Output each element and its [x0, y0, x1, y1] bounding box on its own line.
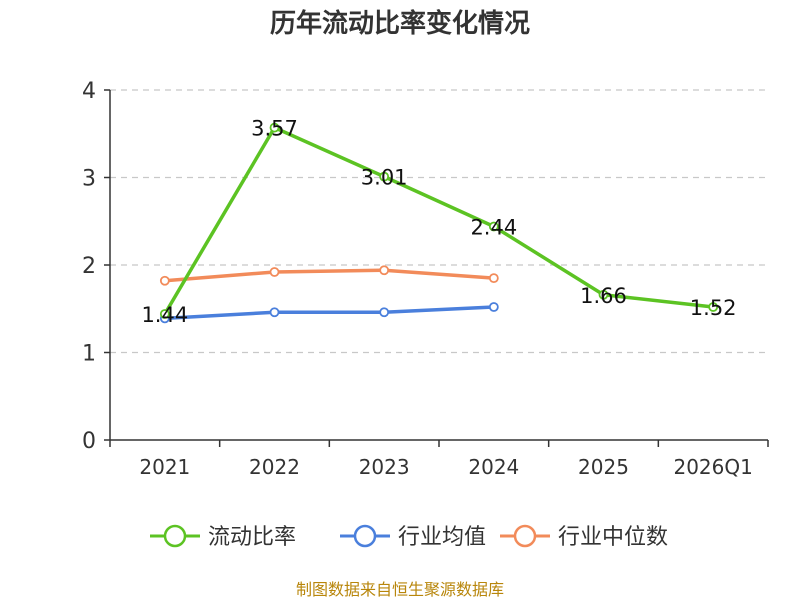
x-tick-label: 2026Q1	[673, 455, 752, 479]
y-tick-label: 2	[82, 254, 96, 279]
series-line	[164, 268, 494, 283]
legend-marker	[163, 524, 187, 548]
data-point[interactable]	[159, 309, 170, 319]
data-point[interactable]	[598, 289, 609, 300]
axes: 0 1 2 3 4 2021 2022 2023 2024 2025 2026Q1	[82, 79, 769, 479]
data-point[interactable]	[488, 273, 499, 284]
legend: 流动比率 行业均值 行业中位数	[150, 524, 668, 550]
legend-item[interactable]: 流动比率	[150, 524, 296, 550]
chart-title: 历年流动比率变化情况	[270, 8, 530, 39]
legend-marker	[353, 524, 377, 548]
data-point[interactable]	[488, 302, 499, 312]
data-labels: 1.44 3.57 3.01 2.44 1.66 1.52	[141, 117, 736, 327]
data-label: 1.44	[141, 303, 188, 327]
legend-item[interactable]: 行业中位数	[500, 524, 668, 550]
legend-label: 行业均值	[398, 525, 486, 550]
data-label: 1.52	[690, 296, 737, 320]
data-label: 3.57	[251, 117, 298, 141]
y-tick-label: 3	[82, 167, 96, 192]
series-line	[163, 125, 714, 315]
x-tick-label: 2025	[578, 455, 629, 479]
data-point[interactable]	[379, 307, 390, 318]
y-tick-label: 4	[82, 79, 96, 104]
legend-label: 行业中位数	[558, 525, 668, 550]
grid	[110, 89, 768, 354]
data-point[interactable]	[379, 265, 390, 276]
data-label: 1.66	[580, 284, 627, 308]
x-tick-label: 2021	[139, 455, 190, 479]
data-point[interactable]	[269, 122, 280, 133]
data-point[interactable]	[379, 171, 390, 182]
data-label: 3.01	[361, 166, 408, 190]
series-line	[164, 305, 494, 321]
data-point[interactable]	[269, 307, 280, 318]
series-layer	[159, 122, 719, 324]
data-point[interactable]	[708, 302, 719, 312]
legend-item[interactable]: 行业均值	[340, 524, 486, 550]
data-point[interactable]	[159, 275, 170, 286]
legend-marker	[513, 524, 537, 548]
x-tick-label: 2022	[249, 455, 300, 479]
source-note: 制图数据来自恒生聚源数据库	[296, 580, 504, 599]
x-tick-label: 2023	[359, 455, 410, 479]
data-label: 2.44	[470, 216, 517, 240]
y-tick-label: 0	[82, 429, 96, 454]
y-tick-label: 1	[82, 342, 96, 367]
data-point[interactable]	[488, 221, 499, 232]
x-tick-label: 2024	[468, 455, 519, 479]
legend-label: 流动比率	[208, 525, 296, 550]
data-point[interactable]	[269, 267, 280, 277]
